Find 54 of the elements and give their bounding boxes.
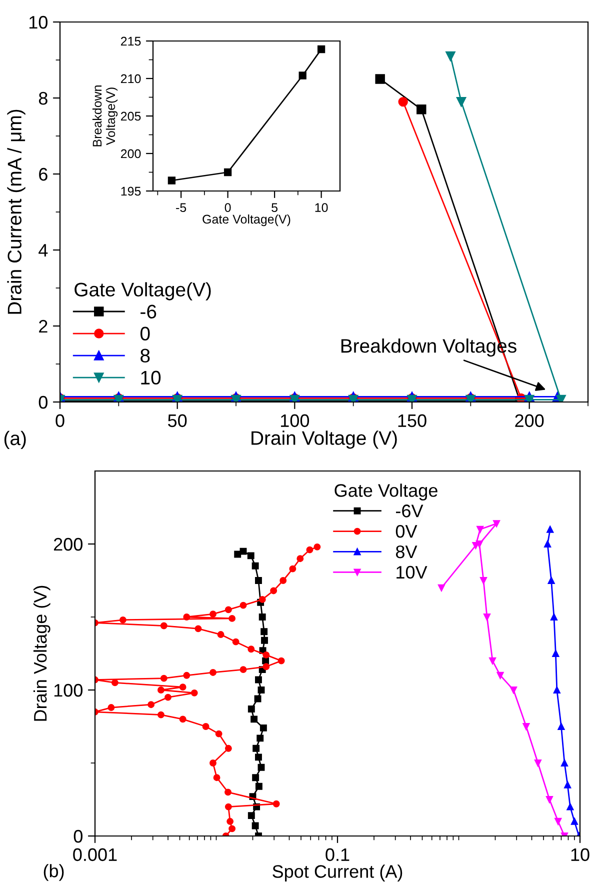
point [375, 74, 385, 84]
point [168, 176, 176, 184]
y-tick-label: 210 [120, 74, 141, 84]
x-tick-label: 0 [224, 203, 231, 212]
legend-label: 10V [396, 566, 428, 579]
point [446, 51, 456, 62]
y-axis-title: Breakdown Voltage(V) [92, 86, 118, 146]
point [298, 72, 306, 80]
y-tick-label: 4 [38, 244, 48, 257]
y-tick-label: 0 [38, 396, 48, 409]
y-tick-label: 195 [121, 186, 141, 196]
legend-title: Gate Voltage [334, 484, 438, 500]
y-tick-label: 8 [38, 92, 48, 105]
x-axis-title: Spot Current (A) [272, 864, 402, 882]
x-tick-label: 50 [168, 414, 187, 428]
x-tick-label: 0.001 [73, 848, 117, 862]
x-axis-title: Drain Voltage (V) [252, 430, 397, 449]
point [416, 104, 426, 114]
x-axis-title: Gate Voltage(V) [202, 214, 290, 226]
x-tick-label: 0.1 [326, 848, 350, 862]
x-tick-label: 150 [398, 414, 426, 428]
x-tick-label: 10 [571, 848, 590, 862]
x-tick-label: 100 [280, 414, 310, 428]
y-tick-label: 200 [120, 149, 141, 158]
x-tick-label: 200 [515, 414, 544, 428]
legend-label: 8V [396, 545, 418, 558]
point [456, 96, 466, 107]
legend-label: 10 [141, 370, 161, 385]
point [398, 96, 408, 107]
y-tick-label: 205 [120, 112, 141, 121]
text: (a) [4, 430, 26, 450]
point [556, 394, 566, 402]
legend-label: 0V [396, 525, 418, 538]
text: (b) [44, 864, 64, 881]
y-tick-label: 100 [54, 684, 82, 697]
y-tick-label: 200 [54, 538, 82, 551]
point [224, 168, 232, 176]
y-axis-title: Drain Current (mA / μm) [7, 110, 26, 314]
point [317, 45, 326, 54]
legend-label: -6V [396, 504, 424, 518]
y-tick-label: 0 [74, 830, 82, 843]
x-tick-label: 5 [272, 203, 278, 212]
point [524, 394, 534, 402]
y-tick-label: 2 [39, 320, 48, 333]
y-axis-title: Drain Voltage (V) [33, 586, 50, 721]
x-tick-label: 10 [315, 203, 328, 212]
y-tick-label: 10 [29, 16, 48, 29]
legend-label: 8 [140, 348, 150, 363]
legend-label: -6 [140, 304, 156, 318]
y-tick-label: 6 [39, 168, 48, 181]
y-tick-label: 215 [120, 36, 141, 46]
legend-title: Gate Voltage(V) [74, 282, 211, 300]
x-tick-label: -5 [176, 203, 186, 212]
legend-label: 0 [140, 326, 150, 341]
